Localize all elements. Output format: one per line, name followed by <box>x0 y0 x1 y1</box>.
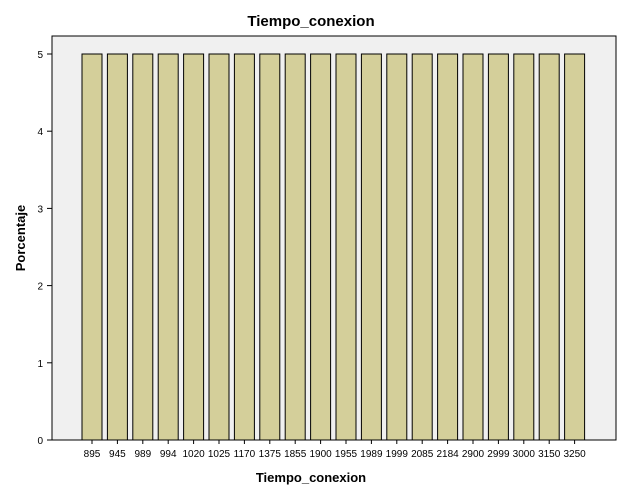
x-tick-label: 1989 <box>360 449 383 460</box>
x-tick-label: 1020 <box>182 449 205 460</box>
bar <box>81 53 103 441</box>
x-tick-label: 1999 <box>386 449 409 460</box>
bar <box>335 53 357 441</box>
bar <box>564 53 586 441</box>
bar <box>183 53 205 441</box>
bars-group <box>81 53 586 441</box>
x-tick-label: 3250 <box>563 449 586 460</box>
bar <box>208 53 230 441</box>
x-tick-label: 945 <box>109 449 126 460</box>
x-tick-label: 895 <box>84 449 101 460</box>
bar <box>538 53 560 441</box>
x-tick-label: 1375 <box>259 449 282 460</box>
x-tick-label: 1170 <box>234 449 256 460</box>
bar <box>462 53 484 441</box>
y-axis: 0 1 2 3 4 5 <box>37 50 52 447</box>
y-tick-label: 5 <box>37 50 43 61</box>
bar <box>259 53 281 441</box>
bar <box>157 53 179 441</box>
x-tick-label: 2900 <box>462 449 485 460</box>
y-tick-label: 1 <box>37 359 43 370</box>
bar <box>284 53 306 441</box>
x-tick-label: 2999 <box>487 449 510 460</box>
y-tick-label: 3 <box>37 204 43 215</box>
x-tick-label: 1900 <box>309 449 332 460</box>
x-axis: 895 945 989 994 1020 1025 1170 1375 1855 1900 1955… <box>84 440 586 460</box>
bar <box>310 53 332 441</box>
chart-title: Tiempo_conexion <box>247 13 374 30</box>
x-tick-label: 2184 <box>436 449 459 460</box>
bar <box>386 53 408 441</box>
x-tick-label: 2085 <box>411 449 434 460</box>
x-axis-label: Tiempo_conexion <box>256 470 366 485</box>
y-tick-label: 0 <box>37 436 43 447</box>
y-axis-label: Porcentaje <box>13 205 28 271</box>
x-tick-label: 989 <box>134 449 151 460</box>
bar <box>411 53 433 441</box>
x-tick-label: 1025 <box>208 449 231 460</box>
x-tick-label: 1955 <box>335 449 358 460</box>
y-tick-label: 2 <box>37 282 43 293</box>
y-tick-label: 4 <box>37 127 43 138</box>
bar <box>487 53 509 441</box>
bar <box>360 53 382 441</box>
x-tick-label: 1855 <box>284 449 307 460</box>
x-tick-label: 994 <box>160 449 177 460</box>
bar <box>233 53 255 441</box>
bar <box>513 53 535 441</box>
bar <box>132 53 154 441</box>
bar <box>437 53 459 441</box>
x-tick-label: 3150 <box>538 449 561 460</box>
bar <box>106 53 128 441</box>
x-tick-label: 3000 <box>513 449 536 460</box>
